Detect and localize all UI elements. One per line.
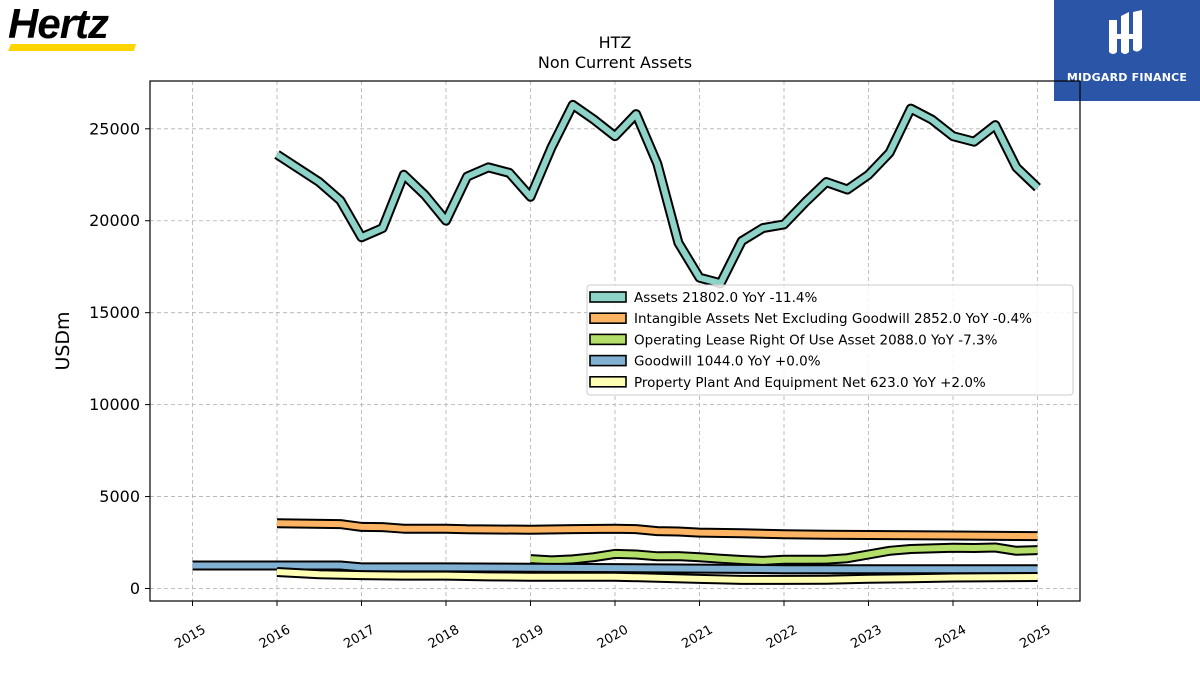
x-tick-label: 2016 bbox=[257, 622, 293, 652]
midgard-finance-badge: MIDGARD FINANCE bbox=[1054, 0, 1200, 101]
series-line-0 bbox=[275, 101, 1040, 287]
x-tick-label: 2020 bbox=[595, 622, 631, 652]
series-outline-0 bbox=[274, 99, 1041, 289]
legend-swatch bbox=[589, 312, 627, 325]
legend-label: Goodwill 1044.0 YoY +0.0% bbox=[634, 354, 821, 370]
brand-name: Hertz bbox=[8, 0, 109, 47]
series-line-1 bbox=[276, 520, 1038, 540]
x-tick-label: 2025 bbox=[1017, 622, 1053, 652]
series-lines bbox=[192, 99, 1041, 585]
x-tick-label: 2015 bbox=[172, 622, 208, 652]
x-tick-label: 2024 bbox=[933, 622, 969, 652]
series-line-3 bbox=[192, 562, 1038, 573]
chart-title: HTZ bbox=[599, 33, 632, 52]
y-tick-label: 15000 bbox=[89, 303, 140, 322]
y-tick-label: 5000 bbox=[99, 487, 140, 506]
hertz-logo: Hertz bbox=[8, 0, 143, 60]
y-tick-label: 25000 bbox=[89, 119, 140, 138]
partner-name: MIDGARD FINANCE bbox=[1066, 71, 1188, 84]
series-line-2 bbox=[530, 544, 1038, 564]
x-tick-label: 2021 bbox=[679, 622, 715, 652]
y-tick-label: 0 bbox=[130, 579, 140, 598]
legend-swatch bbox=[589, 375, 627, 388]
brand-underline bbox=[8, 44, 136, 51]
x-tick-label: 2019 bbox=[510, 622, 546, 652]
y-axis-label: USDm bbox=[52, 311, 74, 370]
midgard-logo-icon bbox=[1109, 10, 1142, 54]
legend-label: Property Plant And Equipment Net 623.0 Y… bbox=[634, 375, 986, 391]
legend-swatch bbox=[589, 291, 627, 303]
x-tick-label: 2023 bbox=[848, 622, 884, 652]
y-tick-label: 10000 bbox=[89, 395, 140, 414]
legend-label: Operating Lease Right Of Use Asset 2088.… bbox=[634, 332, 998, 348]
series-line-4 bbox=[276, 569, 1038, 583]
legend: Assets 21802.0 YoY -11.4% Intangible Asse… bbox=[586, 284, 1074, 396]
x-tick-label: 2017 bbox=[341, 622, 377, 652]
legend-label: Intangible Assets Net Excluding Goodwill… bbox=[634, 311, 1032, 327]
legend-swatch bbox=[589, 333, 627, 346]
y-tick-label: 20000 bbox=[89, 211, 140, 230]
legend-label: Assets 21802.0 YoY -11.4% bbox=[634, 290, 818, 306]
legend-swatch bbox=[589, 354, 627, 367]
legend-box bbox=[586, 284, 1074, 396]
chart-subtitle: Non Current Assets bbox=[538, 53, 692, 72]
x-tick-label: 2018 bbox=[426, 622, 462, 652]
x-tick-label: 2022 bbox=[764, 622, 800, 652]
